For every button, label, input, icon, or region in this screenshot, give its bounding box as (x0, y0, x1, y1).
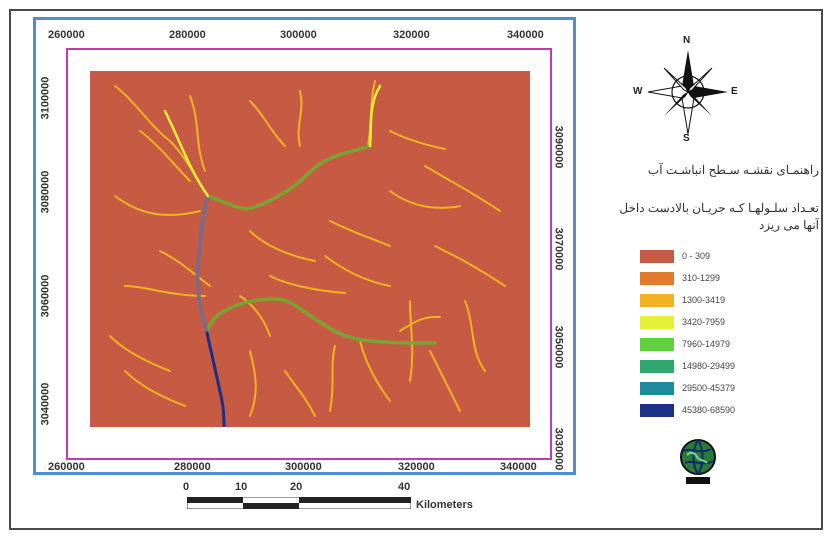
flow-accumulation-map (90, 71, 530, 429)
legend-item: 29500-45379 (640, 380, 735, 396)
x-tick-bottom: 280000 (174, 461, 211, 473)
y-tick-left: 3040000 (39, 382, 52, 426)
legend-item: 7960-14979 (640, 336, 730, 352)
legend-label: 45380-68590 (682, 405, 736, 415)
legend-subtitle: تعـداد سلـولهـا کـه جریـان بالادست داخل … (619, 201, 819, 232)
y-tick-right: 3030000 (552, 427, 565, 471)
stream-network (109, 80, 506, 429)
x-tick-top: 260000 (48, 29, 85, 41)
north-arrow (630, 38, 746, 146)
y-tick-left: 3060000 (39, 274, 52, 318)
x-tick-bottom: 260000 (48, 461, 85, 473)
legend-label: 1300-3419 (682, 295, 726, 305)
legend-swatch (640, 249, 674, 263)
legend-item: 45380-68590 (640, 402, 735, 418)
legend-item: 310-1299 (640, 270, 720, 286)
compass-s-label: S (683, 133, 690, 144)
scale-bar (186, 496, 412, 510)
legend-item: 3420-7959 (640, 314, 725, 330)
x-tick-top: 320000 (393, 29, 430, 41)
legend-item: 14980-29499 (640, 358, 735, 374)
legend-label: 3420-7959 (682, 317, 726, 327)
legend-label: 29500-45379 (682, 383, 736, 393)
legend-item: 1300-3419 (640, 292, 725, 308)
legend-swatch (640, 359, 674, 373)
layout-frame (9, 9, 823, 530)
legend-title: راهنمـای نقشـه سـطح انباشـت آب (647, 163, 819, 177)
legend-swatch (640, 293, 674, 307)
y-tick-right: 3090000 (552, 125, 565, 169)
scale-tick-label: 0 (183, 481, 190, 493)
map-frame (33, 17, 576, 475)
scale-unit: Kilometers (416, 499, 473, 511)
y-tick-right: 3070000 (552, 227, 565, 271)
x-tick-top: 280000 (169, 29, 206, 41)
globe-icon (680, 439, 716, 484)
x-tick-bottom: 300000 (285, 461, 322, 473)
compass-n-label: N (683, 35, 691, 46)
legend-swatch (640, 337, 674, 351)
legend-swatch (640, 315, 674, 329)
scale-tick-label: 20 (290, 481, 303, 493)
compass-rose-icon (647, 50, 728, 135)
legend-swatch (640, 403, 674, 417)
x-tick-top: 340000 (507, 29, 544, 41)
x-tick-top: 300000 (280, 29, 317, 41)
compass-w-label: W (633, 86, 643, 97)
y-tick-left: 3080000 (39, 170, 52, 214)
legend-label: 14980-29499 (682, 361, 736, 371)
x-tick-bottom: 340000 (500, 461, 537, 473)
map-neatline (66, 48, 552, 460)
y-tick-right: 3050000 (552, 325, 565, 369)
compass-e-label: E (731, 86, 738, 97)
legend-item: 0 - 309 (640, 248, 710, 264)
esri-logo (677, 437, 719, 487)
scale-tick-label: 40 (398, 481, 411, 493)
legend-label: 0 - 309 (682, 251, 711, 261)
legend-swatch (640, 271, 674, 285)
x-tick-bottom: 320000 (398, 461, 435, 473)
scale-tick-label: 10 (235, 481, 248, 493)
legend-swatch (640, 381, 674, 395)
legend-label: 310-1299 (682, 273, 721, 283)
legend-label: 7960-14979 (682, 339, 731, 349)
y-tick-left: 3100000 (39, 76, 52, 120)
